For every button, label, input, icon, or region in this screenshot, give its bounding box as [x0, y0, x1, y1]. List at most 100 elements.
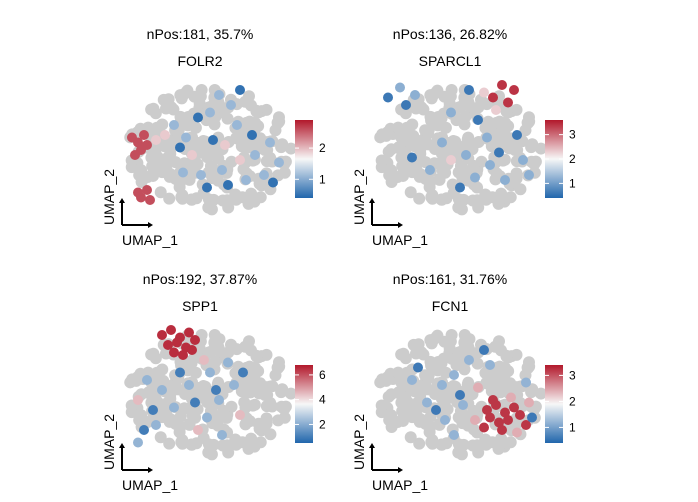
y-axis-label: UMAP_2: [351, 169, 367, 225]
negative-cell-point: [439, 121, 452, 134]
positive-cell-point: [133, 187, 143, 198]
positive-cell-point: [407, 375, 417, 385]
negative-cell-point: [456, 161, 469, 174]
umap-panel-1: nPos:136, 26.82% SPARCL1 UMAP_1 UMAP_2 1 2 3: [351, 26, 576, 248]
negative-cell-point: [169, 172, 182, 185]
positive-cell-point: [455, 390, 465, 400]
negative-cell-point: [425, 191, 438, 204]
positive-cell-point: [494, 417, 504, 428]
negative-cell-point: [266, 400, 279, 413]
positive-cell-point: [524, 170, 534, 180]
negative-cell-point: [534, 142, 547, 155]
positive-cell-point: [166, 325, 176, 335]
negative-cell-point: [456, 417, 469, 430]
negative-cell-point: [443, 342, 456, 355]
positive-cell-point: [449, 430, 459, 440]
positive-cell-point: [196, 170, 206, 180]
negative-cell-point: [250, 105, 263, 118]
negative-cell-point: [412, 401, 425, 414]
negative-cell-point: [529, 155, 542, 168]
negative-cell-point: [495, 187, 508, 200]
positive-cell-point: [250, 150, 260, 160]
negative-cell-point: [217, 404, 230, 417]
negative-cell-point: [175, 191, 188, 204]
negative-cell-point: [231, 132, 244, 145]
negative-cell-point: [375, 154, 388, 167]
negative-cell-point: [212, 343, 225, 356]
y-axis-label: UMAP_2: [101, 169, 117, 225]
positive-cell-point: [187, 345, 197, 355]
positive-cell-point: [449, 370, 459, 380]
negative-cell-point: [435, 112, 448, 125]
positive-cell-point: [470, 172, 480, 183]
colorbar-tick-label: 2: [319, 417, 326, 431]
negative-cell-point: [253, 422, 266, 435]
negative-cell-point: [404, 186, 417, 199]
negative-cell-point: [189, 121, 202, 134]
negative-cell-point: [230, 438, 243, 451]
negative-cell-point: [224, 338, 237, 351]
negative-cell-point: [445, 328, 458, 341]
negative-cell-point: [481, 377, 494, 390]
positive-cell-point: [130, 150, 140, 160]
negative-cell-point: [238, 140, 251, 153]
negative-cell-point: [156, 363, 169, 376]
negative-cell-point: [149, 107, 162, 120]
positive-cell-point: [193, 112, 203, 123]
positive-cell-point: [205, 367, 215, 378]
negative-cell-point: [207, 144, 220, 157]
positive-cell-point: [157, 330, 167, 340]
negative-cell-point: [230, 193, 243, 206]
negative-cell-point: [250, 350, 263, 363]
negative-cell-point: [414, 147, 427, 160]
x-axis-label: UMAP_1: [122, 477, 178, 493]
positive-cell-point: [437, 137, 447, 148]
negative-cell-point: [202, 446, 215, 459]
positive-cell-point: [151, 135, 161, 145]
negative-cell-point: [466, 194, 479, 207]
negative-cell-point: [239, 340, 252, 353]
negative-cell-point: [452, 101, 465, 114]
negative-cell-point: [382, 390, 395, 403]
negative-cell-point: [492, 442, 505, 455]
umap1-arrowhead: [398, 467, 403, 473]
positive-cell-point: [485, 412, 495, 423]
negative-cell-point: [458, 118, 471, 131]
negative-cell-point: [380, 374, 393, 387]
positive-cell-point: [446, 155, 456, 165]
negative-cell-point: [245, 432, 258, 445]
negative-cell-point: [480, 193, 493, 206]
umap2-arrowhead: [369, 198, 375, 203]
negative-cell-point: [429, 387, 442, 400]
positive-cell-point: [455, 182, 465, 193]
negative-cell-point: [202, 201, 215, 214]
positive-cell-point: [407, 152, 417, 163]
negative-cell-point: [392, 121, 405, 134]
negative-cell-point: [435, 357, 448, 370]
negative-cell-point: [189, 366, 202, 379]
positive-cell-point: [157, 385, 167, 395]
colorbar: [545, 365, 563, 443]
negative-cell-point: [429, 142, 442, 155]
positive-cell-point: [220, 140, 230, 150]
positive-cell-point: [479, 345, 489, 355]
positive-cell-point: [148, 405, 158, 415]
negative-cell-point: [242, 442, 255, 455]
colorbar: [545, 120, 563, 198]
positive-cell-point: [187, 150, 197, 160]
negative-cell-point: [458, 363, 471, 376]
negative-cell-point: [169, 417, 182, 430]
negative-cell-point: [206, 161, 219, 174]
positive-cell-point: [211, 385, 221, 395]
positive-cell-point: [503, 415, 513, 425]
positive-cell-point: [482, 132, 492, 143]
negative-cell-point: [425, 436, 438, 449]
positive-cell-point: [175, 142, 185, 153]
negative-cell-point: [264, 380, 277, 393]
positive-cell-point: [190, 397, 200, 408]
positive-cell-point: [169, 120, 179, 130]
negative-cell-point: [185, 438, 198, 451]
negative-cell-point: [165, 101, 178, 114]
negative-cell-point: [238, 385, 251, 398]
